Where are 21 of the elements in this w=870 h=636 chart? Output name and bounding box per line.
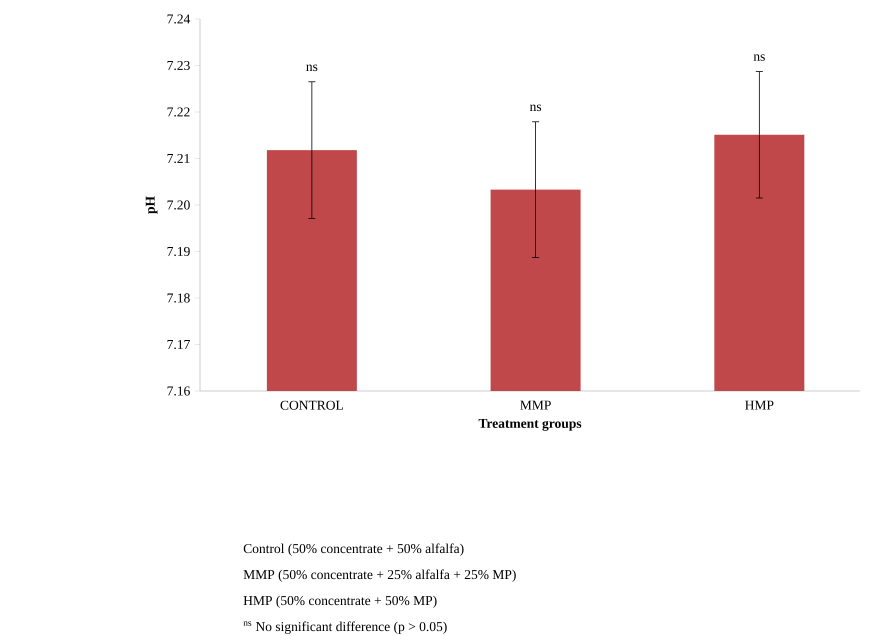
y-tick-label: 7.22 [168,107,190,117]
y-tick-label: 7.20 [168,200,190,210]
y-tick-label: 7.16 [168,386,190,396]
text: Control (50% concentrate + 50% alfalfa) [244,544,464,556]
annotation: ns [530,104,542,112]
x-tick-label: CONTROL [280,400,343,410]
text: $^{ns}$ No significant difference (p > 0.05) [243,621,447,634]
y-tick-label: 7.18 [168,293,190,303]
x-tick-label: MMP [520,400,551,410]
x-tick-label: HMP [745,400,774,410]
y-tick-label: 7.21 [168,154,190,164]
text: HMP (50% concentrate + 50% MP) [244,596,437,608]
y-tick-label: 7.24 [168,14,190,24]
text: MMP (50% concentrate + 25% alfalfa + 25% MP) [244,570,516,582]
y-tick-label: 7.23 [168,60,190,70]
annotation: ns [754,54,765,61]
y-tick-label: 7.19 [168,246,190,256]
y-axis-title: pH [146,196,158,214]
y-tick-label: 7.17 [168,340,190,350]
x-axis-title: Treatment groups [478,418,582,431]
annotation: ns [306,64,318,72]
